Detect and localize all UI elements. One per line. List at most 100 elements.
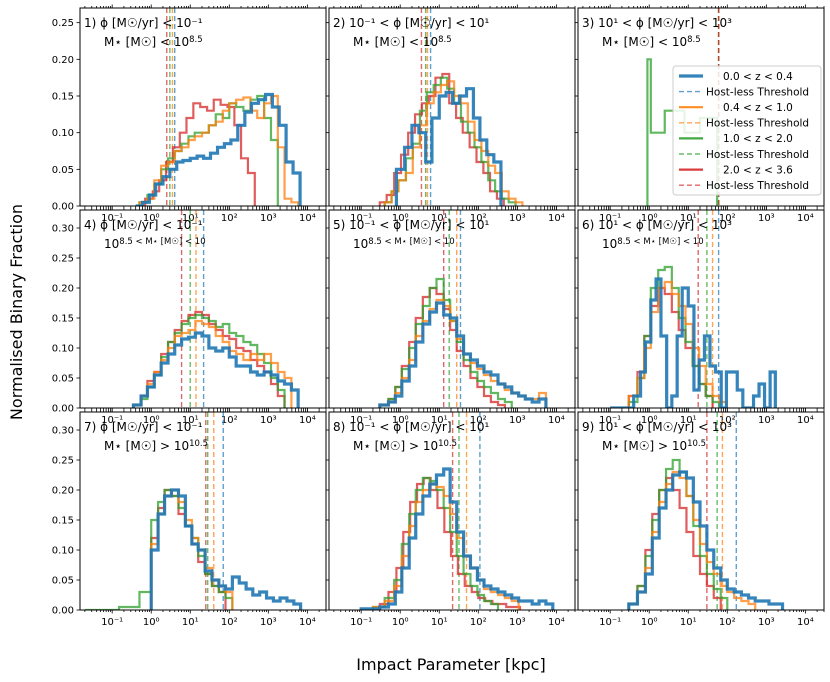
y-tick-label: 0.30 [52,224,74,235]
y-tick-label: 0.00 [52,404,74,415]
histogram-z1 [135,92,302,206]
x-tick-label: 10³ [758,415,775,426]
y-tick-label: 0.05 [52,165,74,176]
panel-9-title-line2: M⋆ [M☉] > 1010.5 [602,439,706,453]
histogram-z3 [132,313,286,408]
legend-label: Host-less Threshold [706,118,809,130]
panel-9-title-line1: 9) 10¹ < ϕ [M☉/yr] < 10³ [582,420,732,434]
histogram-z4 [144,98,256,206]
panel-1-title-line2: M⋆ [M☉] < 108.5 [104,35,203,49]
histogram-z1 [131,331,300,408]
x-tick-label: 10² [221,415,238,426]
y-tick-label: 0.05 [52,576,74,587]
histogram-z1 [610,277,777,408]
panel-9: 10⁻¹ 10⁰ 10¹ 10² 10³ 10⁴ 9) 10¹ < ϕ [M☉/yr] < … [574,408,825,628]
y-tick-label: 0.15 [52,516,74,527]
legend-box [672,65,822,196]
panel-8: 10⁻¹ 10⁰ 10¹ 10² 10³ 10⁴ 8) 10⁻¹ < ϕ [M☉/yr] <… [325,408,576,628]
x-tick-label: 10² [719,415,736,426]
histogram-z3 [627,458,729,610]
x-tick-label: 10⁴ [797,415,814,426]
panel-1: 10⁻¹10⁰10¹10²10³10⁴0.000.050.100.150.200… [52,4,327,224]
x-tick-label: 10⁴ [548,415,565,426]
x-tick-label: 10⁴ [548,617,565,628]
panel-5-plot-area [378,210,548,408]
x-tick-label: 10² [719,617,736,628]
panel-4: 10⁻¹ 10⁰ 10¹ 10² 10³ 10⁴ 0.00 0.05 0.10 0.15 0.20 0… [52,206,327,426]
x-tick-label: 10⁴ [797,213,814,224]
panel-9-frame [577,411,825,611]
x-tick-label: 10⁰ [641,415,658,426]
x-tick-label: 10¹ [431,617,448,628]
panel-7-title-line2: M⋆ [M☉] > 1010.5 [104,439,208,453]
panel-4-title-line2: 108.5 < M⋆ [M☉] < 10 [104,237,206,251]
panel-7-frame [79,411,327,611]
x-tick-label: 10⁴ [548,213,565,224]
panel-8-plot-area [359,412,555,610]
x-tick-label: 10¹ [431,213,448,224]
x-tick-label: 10⁰ [143,213,160,224]
x-tick-label: 10⁰ [641,617,658,628]
x-tick-label: 10² [470,415,487,426]
y-tick-label: 0.10 [52,128,74,139]
panel-3-frame [577,7,825,207]
x-tick-label: 10⁻¹ [599,415,621,426]
x-tick-label: 10⁻¹ [101,213,123,224]
panel-6-title-line1: 6) 10¹ < ϕ [M☉/yr] < 10³ [582,218,732,232]
histogram-z3 [378,277,513,408]
x-tick-label: 10¹ [431,415,448,426]
histogram-z1 [394,87,503,206]
legend-label: 2.0 < z < 3.6 [723,164,793,176]
panel-8-title-line1: 8) 10⁻¹ < ϕ [M☉/yr] < 10¹ [333,420,489,434]
x-tick-label: 10¹ [680,213,697,224]
y-tick-label: 0.15 [52,92,74,103]
x-tick-label: 10² [470,617,487,628]
x-tick-label: 10³ [758,213,775,224]
legend-label: Host-less Threshold [706,180,809,192]
panel-4-frame [79,209,327,409]
x-tick-label: 10¹ [182,617,199,628]
x-tick-label: 10³ [509,213,526,224]
y-tick-label: 0.30 [52,426,74,437]
panel-6-plot-area [610,210,777,408]
x-tick-label: 10⁻¹ [101,617,123,628]
x-tick-label: 10⁰ [641,213,658,224]
x-tick-label: 10⁻¹ [350,415,372,426]
panel-3-title-line1: 3) 10¹ < ϕ [M☉/yr] < 10³ [582,16,732,30]
legend-label: Host-less Threshold [706,86,809,98]
x-tick-label: 10³ [509,617,526,628]
histogram-z4 [378,476,522,610]
y-tick-label: 0.10 [52,344,74,355]
x-tick-label: 10⁻¹ [599,213,621,224]
histogram-z1 [378,301,548,408]
x-tick-label: 10⁴ [299,617,316,628]
histogram-z1 [627,470,785,610]
histogram-z2 [132,319,293,408]
x-tick-label: 10¹ [680,415,697,426]
y-tick-label: 0.25 [52,456,74,467]
x-tick-label: 10⁴ [299,415,316,426]
legend-label: Host-less Threshold [706,149,809,161]
panel-2-title-line2: M⋆ [M☉] < 108.5 [353,35,452,49]
panels-group: 10⁻¹ 10⁰ 10¹ 10² 10³ 10⁴ 0.00 0.05 0.10 0.15 0.20 0… [52,4,825,628]
legend-label: 0.0 < z < 0.4 [723,71,793,83]
panel-7-title-line1: 7) ϕ [M☉/yr] < 10⁻¹ [84,420,203,434]
panel-5-title-line2: 108.5 < M⋆ [M☉] < 10 [353,237,455,251]
panel-4-title-line1: 4) ϕ [M☉/yr] < 10⁻¹ [84,218,203,232]
x-tick-label: 10⁰ [392,415,409,426]
histogram-z1 [359,467,555,610]
x-tick-label: 10² [221,213,238,224]
legend-label: 1.0 < z < 2.0 [723,133,793,145]
panel-2-plot-area [378,8,524,206]
panel-7-plot-area [84,412,303,610]
panel-3-title-line2: M⋆ [M☉] < 108.5 [602,35,701,49]
y-tick-label: 0.10 [52,546,74,557]
panel-4-plot-area [131,210,300,408]
panel-1-frame [79,7,327,207]
x-tick-label: 10⁰ [392,617,409,628]
panel-8-frame [328,411,576,611]
x-tick-label: 10⁴ [299,213,316,224]
x-tick-label: 10⁰ [392,213,409,224]
panel-5: 10⁻¹ 10⁰ 10¹ 10² 10³ 10⁴ 5) 10⁻¹ < ϕ [M☉/yr] <… [325,206,576,426]
